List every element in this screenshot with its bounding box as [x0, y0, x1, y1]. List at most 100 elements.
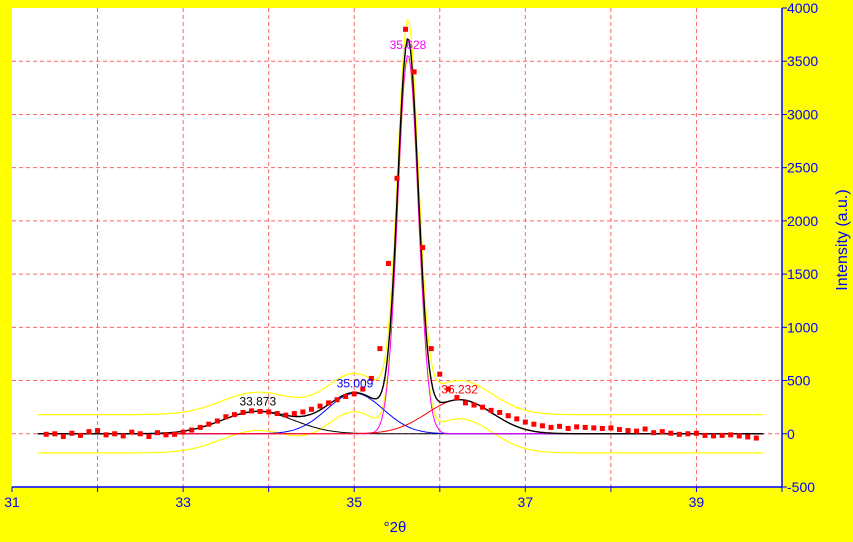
- y-tick-label: -500: [787, 479, 815, 495]
- data-point: [394, 175, 400, 181]
- data-point: [377, 346, 383, 352]
- data-point: [189, 427, 195, 433]
- data-point: [154, 430, 160, 436]
- data-point: [52, 431, 58, 437]
- series-layer: 33.873 35.009 35.628 36.232: [37, 18, 764, 454]
- data-point: [514, 416, 520, 422]
- data-point: [137, 431, 143, 437]
- data-point: [522, 419, 528, 425]
- data-point: [505, 413, 511, 419]
- data-point: [240, 409, 246, 415]
- data-point: [249, 408, 255, 414]
- peak-label: 36.232: [441, 383, 478, 397]
- data-point: [334, 397, 340, 403]
- data-point: [702, 432, 708, 438]
- data-point: [420, 245, 426, 250]
- data-point: [599, 425, 605, 431]
- data-point: [454, 395, 460, 401]
- data-point: [214, 418, 220, 424]
- y-axis-label: Intensity (a.u.): [834, 189, 851, 290]
- data-point: [86, 429, 92, 435]
- y-tick-label: 1500: [787, 266, 818, 282]
- data-point: [411, 69, 417, 75]
- data-point: [403, 26, 409, 32]
- y-tick-label: 1000: [787, 319, 818, 335]
- data-point: [326, 400, 332, 406]
- peak-label: 35.628: [390, 38, 427, 52]
- data-point: [488, 407, 494, 413]
- data-point: [625, 428, 631, 434]
- y-tick-label: 2000: [787, 213, 818, 229]
- data-point: [574, 424, 580, 430]
- data-point: [206, 421, 212, 427]
- data-point: [95, 428, 101, 434]
- data-point: [300, 409, 306, 415]
- data-point: [728, 432, 734, 438]
- data-point: [711, 433, 717, 439]
- data-point: [719, 432, 725, 438]
- data-point: [582, 424, 588, 430]
- data-point: [445, 386, 451, 392]
- plot-area: [12, 8, 782, 487]
- y-tick-label: 0: [787, 426, 795, 442]
- data-point: [676, 431, 682, 437]
- data-point: [437, 371, 443, 377]
- data-point: [197, 424, 203, 430]
- data-point: [616, 427, 622, 433]
- axes: 31 33 35 37 39 -500 0 500 1000 1500 2000 2500 3000 35…: [4, 0, 818, 510]
- data-point: [274, 411, 280, 417]
- data-point: [360, 386, 366, 392]
- data-point: [223, 414, 229, 420]
- data-point: [231, 412, 237, 418]
- y-tick-label: 3000: [787, 106, 818, 122]
- data-point: [343, 394, 349, 400]
- data-point: [308, 406, 314, 412]
- data-point: [180, 429, 186, 435]
- data-point: [531, 421, 537, 427]
- data-point: [129, 429, 135, 435]
- data-point: [112, 431, 118, 437]
- data-point: [736, 433, 742, 439]
- x-tick-label: 35: [346, 494, 362, 510]
- peak-label: 35.009: [337, 376, 374, 390]
- data-point: [257, 408, 263, 414]
- data-point: [266, 409, 272, 415]
- x-tick-label: 37: [518, 494, 534, 510]
- data-point: [385, 260, 391, 266]
- data-point: [693, 430, 699, 436]
- data-point: [668, 430, 674, 436]
- data-point: [317, 403, 323, 409]
- data-point: [471, 402, 477, 408]
- x-tick-label: 39: [689, 494, 705, 510]
- data-point: [642, 426, 648, 432]
- data-point: [659, 429, 665, 435]
- data-point: [60, 433, 66, 439]
- data-point: [480, 404, 486, 410]
- y-tick-label: 2500: [787, 160, 818, 176]
- data-point: [591, 425, 597, 431]
- peak-label: 33.873: [239, 394, 276, 408]
- data-point: [539, 423, 545, 429]
- x-tick-label: 31: [4, 494, 20, 510]
- data-point: [753, 435, 759, 441]
- data-point: [557, 423, 563, 429]
- y-tick-label: 4000: [787, 0, 818, 16]
- data-point: [368, 375, 374, 381]
- data-point: [634, 428, 640, 434]
- y-tick-label: 500: [787, 373, 811, 389]
- grid-lines: [12, 8, 782, 487]
- data-point: [69, 430, 75, 436]
- x-tick-label: 33: [175, 494, 191, 510]
- data-point: [651, 430, 657, 436]
- data-point: [291, 411, 297, 417]
- data-point: [351, 391, 357, 397]
- data-point: [565, 425, 571, 431]
- data-point: [283, 412, 289, 418]
- data-point: [172, 431, 178, 437]
- data-point: [163, 432, 169, 438]
- data-point: [77, 432, 83, 438]
- data-point: [685, 431, 691, 437]
- data-point: [103, 432, 109, 438]
- data-point: [146, 433, 152, 439]
